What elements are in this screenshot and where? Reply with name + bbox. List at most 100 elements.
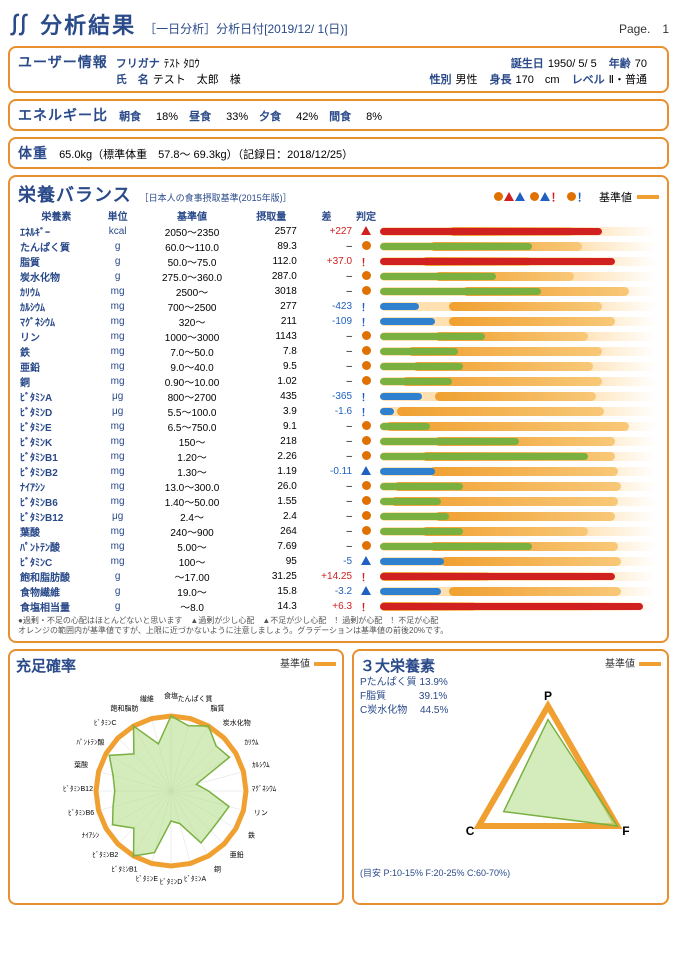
table-row: ﾋﾞﾀﾐﾝKmg150～218–: [18, 434, 659, 449]
nut-unit: mg: [95, 524, 141, 539]
table-row: 葉酸mg240～900264–: [18, 524, 659, 539]
nut-std: 150～: [140, 434, 243, 449]
nut-std: 700～2500: [140, 299, 243, 314]
nut-bar: [378, 269, 659, 284]
nut-judge: [354, 434, 378, 449]
nut-judge: [354, 509, 378, 524]
nut-unit: μg: [95, 389, 141, 404]
macro-title: ３大栄養素: [360, 658, 435, 675]
nut-unit: g: [95, 599, 141, 614]
nut-diff: -0.11: [299, 464, 354, 479]
nut-diff: –: [299, 539, 354, 554]
svg-text:ｶﾘｳﾑ: ｶﾘｳﾑ: [245, 738, 259, 746]
nut-bar: [378, 299, 659, 314]
balance-panel: 栄養バランス ［日本人の食事摂取基準(2015年版)］ ！ ！ 基準値 栄養素単…: [8, 175, 669, 643]
nut-unit: g: [95, 584, 141, 599]
nut-bar: [378, 494, 659, 509]
nut-diff: –: [299, 434, 354, 449]
nut-amt: 1.02: [244, 374, 299, 389]
table-row: 鉄mg7.0～50.07.8–: [18, 344, 659, 359]
nut-judge: [354, 494, 378, 509]
nut-judge: [354, 464, 378, 479]
svg-text:ﾋﾞﾀﾐﾝD: ﾋﾞﾀﾐﾝD: [160, 878, 183, 886]
nut-std: 1.40～50.00: [140, 494, 243, 509]
nut-std: 0.90～10.00: [140, 374, 243, 389]
nut-judge: ！: [354, 569, 378, 584]
table-row: ﾊﾟﾝﾄﾃﾝ酸mg5.00～7.69–: [18, 539, 659, 554]
title-symbol: ∬: [8, 13, 32, 38]
nut-std: ～8.0: [140, 599, 243, 614]
nut-unit: mg: [95, 314, 141, 329]
energy-items: 朝食 18% 昼食 33% 夕食 42% 間食 8%: [119, 111, 393, 123]
nut-std: 100～: [140, 554, 243, 569]
table-row: ﾅｲｱｼﾝmg13.0～300.026.0–: [18, 479, 659, 494]
col-bar: [378, 207, 659, 224]
table-row: ﾋﾞﾀﾐﾝEmg6.5～750.09.1–: [18, 419, 659, 434]
nut-diff: -3.2: [299, 584, 354, 599]
nut-unit: mg: [95, 539, 141, 554]
nut-unit: g: [95, 569, 141, 584]
svg-text:食塩: 食塩: [164, 691, 178, 700]
svg-text:ﾋﾞﾀﾐﾝC: ﾋﾞﾀﾐﾝC: [94, 719, 117, 727]
nut-std: 275.0～360.0: [140, 269, 243, 284]
nut-std: 240～900: [140, 524, 243, 539]
nut-diff: –: [299, 359, 354, 374]
svg-text:ﾋﾞﾀﾐﾝB12: ﾋﾞﾀﾐﾝB12: [63, 785, 93, 793]
macro-note: (目安 P:10-15% F:20-25% C:60-70%): [360, 866, 661, 879]
table-row: 食物繊維g19.0～15.8-3.2: [18, 584, 659, 599]
nut-judge: [354, 344, 378, 359]
svg-text:ﾏｸﾞﾈｼｳﾑ: ﾏｸﾞﾈｼｳﾑ: [252, 785, 277, 793]
nut-unit: mg: [95, 479, 141, 494]
nut-name: 飽和脂肪酸: [18, 569, 95, 584]
table-row: 銅mg0.90～10.001.02–: [18, 374, 659, 389]
nut-name: 鉄: [18, 344, 95, 359]
nut-amt: 211: [244, 314, 299, 329]
user-title: ユーザー情報: [18, 52, 108, 72]
nut-bar: [378, 419, 659, 434]
nut-name: ﾏｸﾞﾈｼｳﾑ: [18, 314, 95, 329]
nut-diff: –: [299, 479, 354, 494]
nut-std: 5.00～: [140, 539, 243, 554]
nut-bar: [378, 374, 659, 389]
nut-std: 9.0～40.0: [140, 359, 243, 374]
nut-bar: [378, 434, 659, 449]
svg-text:ﾋﾞﾀﾐﾝB2: ﾋﾞﾀﾐﾝB2: [92, 851, 118, 859]
nut-std: 2050～2350: [140, 224, 243, 239]
macro-legend: 基準値: [605, 655, 661, 670]
nut-std: 1.20～: [140, 449, 243, 464]
nut-name: ﾋﾞﾀﾐﾝA: [18, 389, 95, 404]
nut-judge: [354, 374, 378, 389]
nut-diff: -5: [299, 554, 354, 569]
nut-judge: ！: [354, 299, 378, 314]
table-row: ﾋﾞﾀﾐﾝCmg100～95-5: [18, 554, 659, 569]
nut-name: ｶﾙｼｳﾑ: [18, 299, 95, 314]
table-row: 炭水化物g275.0～360.0287.0–: [18, 269, 659, 284]
table-row: ﾏｸﾞﾈｼｳﾑmg320～211-109！: [18, 314, 659, 329]
svg-text:たんぱく質: たんぱく質: [178, 694, 213, 703]
svg-text:ﾊﾟﾝﾄﾃﾝ酸: ﾊﾟﾝﾄﾃﾝ酸: [76, 737, 104, 746]
nut-bar: [378, 239, 659, 254]
page-number: Page. 1: [619, 20, 669, 37]
nut-name: 食塩相当量: [18, 599, 95, 614]
nut-amt: 2577: [244, 224, 299, 239]
col-header: 栄養素: [18, 207, 95, 224]
table-row: ﾋﾞﾀﾐﾝDμg5.5～100.03.9-1.6！: [18, 404, 659, 419]
nut-bar: [378, 449, 659, 464]
nut-diff: –: [299, 239, 354, 254]
nut-amt: 2.26: [244, 449, 299, 464]
nut-name: ﾋﾞﾀﾐﾝE: [18, 419, 95, 434]
svg-text:ﾋﾞﾀﾐﾝE: ﾋﾞﾀﾐﾝE: [136, 875, 158, 883]
nut-diff: -1.6: [299, 404, 354, 419]
nut-judge: [354, 284, 378, 299]
nut-bar: [378, 329, 659, 344]
nut-std: 2.4～: [140, 509, 243, 524]
nut-name: ﾋﾞﾀﾐﾝB6: [18, 494, 95, 509]
nut-judge: [354, 224, 378, 239]
nut-diff: -365: [299, 389, 354, 404]
nut-diff: –: [299, 449, 354, 464]
nut-bar: [378, 314, 659, 329]
nut-std: 800～2700: [140, 389, 243, 404]
nut-bar: [378, 359, 659, 374]
nut-std: ～17.00: [140, 569, 243, 584]
nut-amt: 14.3: [244, 599, 299, 614]
